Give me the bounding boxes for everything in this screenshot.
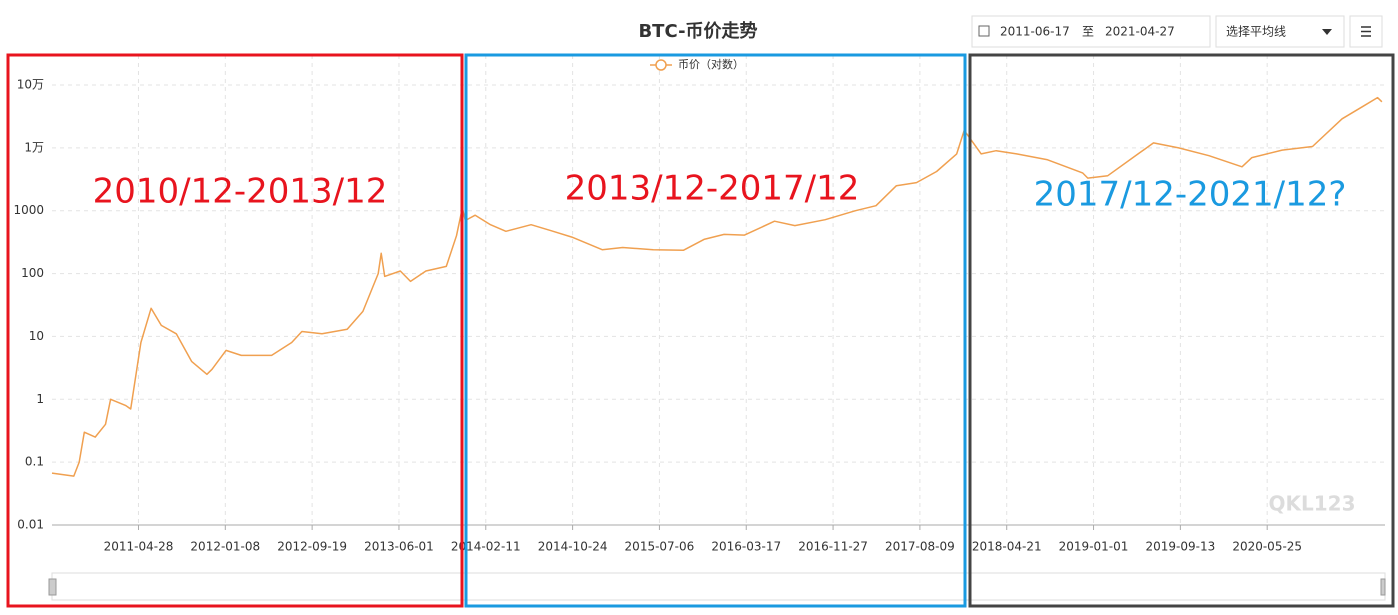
chart-title: BTC-币价走势	[638, 20, 757, 42]
x-tick-label: 2016-11-27	[798, 540, 868, 554]
period-box	[6, 53, 464, 608]
date-picker[interactable]: 2011-06-17 至 2021-04-27	[971, 15, 1211, 48]
x-tick-label: 2011-04-28	[104, 540, 174, 554]
period-box	[968, 53, 1395, 608]
zoom-handle[interactable]	[48, 578, 57, 596]
period-box	[464, 53, 967, 608]
y-tick-label: 1万	[24, 140, 44, 154]
x-tick-label: 2017-08-09	[885, 540, 955, 554]
x-tick-label: 2015-07-06	[625, 540, 695, 554]
y-tick-label: 1	[36, 392, 44, 406]
y-tick-label: 1000	[13, 203, 44, 217]
y-tick-label: 100	[21, 266, 44, 280]
plot: 0.01 0.1 1 10 100 1000 1万 10万 2011-04-28 2012-01-…	[13, 55, 1385, 554]
annotation: 2010/12-2013/12	[93, 172, 388, 212]
annotation: 2017/12-2021/12?	[1034, 175, 1347, 215]
select-label[interactable]: 选择平均线	[1226, 25, 1286, 39]
watermark: QKL123	[1269, 492, 1356, 516]
x-tick-label: 2013-06-01	[364, 540, 434, 554]
x-tick-label: 2019-01-01	[1059, 540, 1129, 554]
x-tick-label: 2019-09-13	[1145, 540, 1215, 554]
zoom-handle[interactable]	[1380, 578, 1386, 596]
y-tick-label: 0.01	[17, 518, 44, 532]
x-tick-label: 2020-05-25	[1232, 540, 1302, 554]
x-tick-label: 2012-01-08	[190, 540, 260, 554]
x-tick-label: 2016-03-17	[711, 540, 781, 554]
annotation: 2013/12-2017/12	[565, 169, 860, 209]
end-date[interactable]: 2021-04-27	[1105, 25, 1175, 39]
price-line	[51, 96, 1383, 477]
y-tick-label: 10	[29, 329, 44, 343]
select-box[interactable]	[1215, 15, 1345, 48]
legend-marker	[655, 59, 667, 71]
separator: 至	[1082, 25, 1094, 39]
average-select[interactable]: 选择平均线	[1215, 15, 1345, 48]
legend-label: 币价（对数）	[678, 57, 744, 71]
y-tick-label: 10万	[17, 78, 44, 92]
menu-icon	[1361, 26, 1371, 37]
start-date[interactable]: 2011-06-17	[1000, 25, 1070, 39]
calendar-icon	[978, 25, 990, 37]
date-box[interactable]	[971, 15, 1211, 48]
x-tick-label: 2012-09-19	[277, 540, 347, 554]
menu-button[interactable]	[1349, 15, 1383, 48]
x-tick-label: 2014-10-24	[538, 540, 608, 554]
y-tick-label: 0.1	[25, 455, 44, 469]
select-arrow	[1322, 29, 1332, 35]
x-tick-label: 2018-04-21	[972, 540, 1042, 554]
x-tick-label: 2014-02-11	[451, 540, 521, 554]
